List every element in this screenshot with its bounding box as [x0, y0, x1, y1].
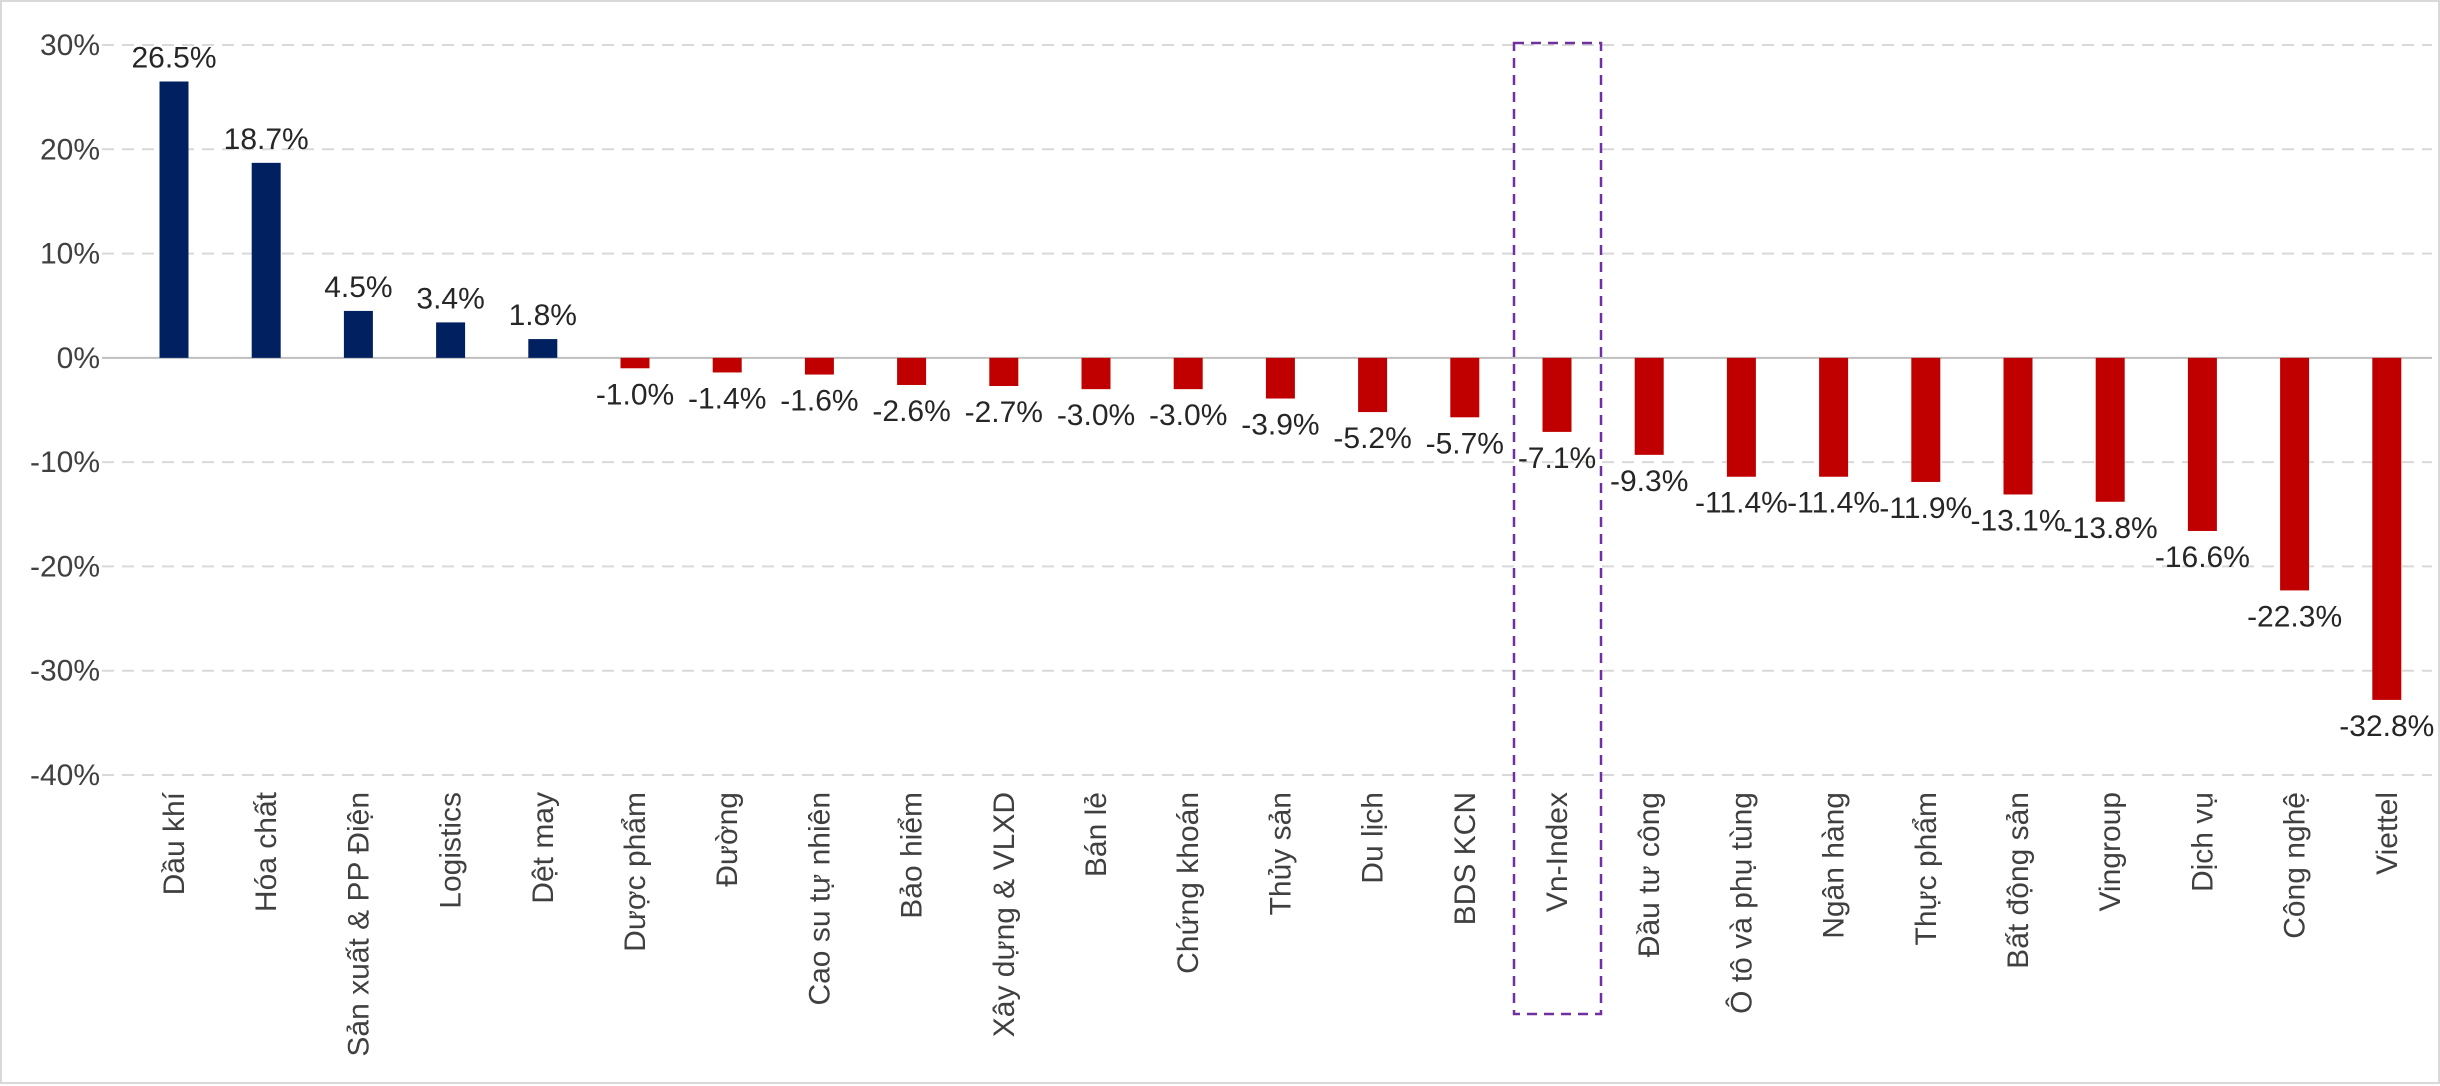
- data-label: -7.1%: [1518, 442, 1596, 475]
- category-label: Bảo hiểm: [896, 792, 929, 919]
- data-label: -16.6%: [2155, 541, 2250, 574]
- data-label: 26.5%: [131, 42, 216, 75]
- bar: [251, 162, 281, 358]
- bar: [1450, 357, 1480, 418]
- data-label: -3.9%: [1241, 409, 1319, 442]
- bar: [620, 357, 650, 369]
- category-label: Cao su tự nhiên: [803, 792, 836, 1006]
- bar: [1726, 357, 1756, 477]
- bar: [436, 322, 466, 358]
- y-tick-label: -20%: [30, 550, 100, 583]
- bar: [1634, 357, 1664, 455]
- y-tick-label: -30%: [30, 655, 100, 688]
- category-label: Thực phẩm: [1910, 792, 1943, 945]
- data-label: -32.8%: [2339, 710, 2434, 743]
- bar: [1081, 357, 1111, 390]
- x-axis: Dầu khí Hóa chất Sản xuất & PP Điện Logisti…: [158, 791, 2404, 1056]
- y-tick-label: -40%: [30, 759, 100, 792]
- bar: [2372, 357, 2402, 700]
- highlight-box: [1512, 41, 1603, 1016]
- data-label: -11.4%: [1695, 487, 1788, 520]
- bar: [2187, 357, 2217, 531]
- data-label: 18.7%: [224, 123, 309, 156]
- category-label: Đầu tư công: [1633, 792, 1666, 957]
- category-label: Dược phẩm: [619, 792, 652, 952]
- bar: [989, 357, 1019, 387]
- bar: [897, 357, 927, 385]
- data-label: -2.6%: [872, 395, 950, 428]
- data-label: -13.1%: [1970, 504, 2065, 537]
- category-label: Logistics: [435, 792, 468, 909]
- data-label: -3.0%: [1057, 399, 1135, 432]
- category-label: Hóa chất: [250, 791, 283, 912]
- y-tick-label: -10%: [30, 446, 100, 479]
- y-tick-label: 0%: [57, 342, 100, 375]
- bar: [804, 357, 834, 375]
- bar: [2280, 357, 2310, 591]
- data-label: -5.2%: [1333, 422, 1411, 455]
- data-label: -5.7%: [1426, 427, 1504, 460]
- category-label: Xây dựng & VLXD: [988, 792, 1021, 1037]
- bar: [712, 357, 742, 373]
- category-label: Bất động sản: [2002, 792, 2035, 969]
- y-tick-label: 30%: [40, 29, 100, 62]
- bar: [1542, 357, 1572, 432]
- bar: [159, 81, 189, 358]
- bar: [1265, 357, 1295, 399]
- data-label: -3.0%: [1149, 399, 1227, 432]
- data-label: -11.4%: [1787, 487, 1880, 520]
- category-label: Sản xuất & PP Điện: [342, 792, 375, 1057]
- data-label: -11.9%: [1879, 492, 1972, 525]
- category-label: Ô tô và phụ tùng: [1724, 792, 1758, 1014]
- bar: [2095, 357, 2125, 502]
- data-label: 4.5%: [324, 271, 392, 304]
- bar: [2003, 357, 2033, 495]
- bar: [528, 339, 558, 358]
- category-label: Công nghệ: [2279, 792, 2312, 939]
- bars: [159, 81, 2402, 700]
- category-label: Viettel: [2371, 792, 2404, 875]
- category-label: BDS KCN: [1449, 792, 1482, 925]
- category-label: Ngân hàng: [1818, 792, 1851, 939]
- data-label: -2.7%: [965, 396, 1043, 429]
- data-label: -9.3%: [1610, 465, 1688, 498]
- y-tick-label: 10%: [40, 238, 100, 271]
- y-axis: 30% 20% 10% 0% -10% -20% -30% -40%: [30, 29, 2432, 792]
- category-label: Đường: [711, 792, 744, 887]
- bar: [343, 310, 373, 358]
- bar: [1819, 357, 1849, 477]
- category-label: Vingroup: [2094, 792, 2127, 912]
- data-label: 3.4%: [416, 282, 484, 315]
- category-label: Chứng khoán: [1172, 792, 1205, 974]
- gridlines: [102, 44, 2432, 776]
- data-label: -13.8%: [2063, 512, 2158, 545]
- data-label: -22.3%: [2247, 600, 2342, 633]
- category-label: Dầu khí: [158, 791, 191, 895]
- category-label: Dịch vụ: [2186, 792, 2219, 892]
- bar: [1173, 357, 1203, 390]
- category-label: Vn-Index: [1541, 792, 1574, 912]
- bar: [1358, 357, 1388, 413]
- category-label: Du lịch: [1357, 792, 1390, 884]
- y-tick-label: 20%: [40, 133, 100, 166]
- highlight-box-layer: [1512, 41, 1603, 1016]
- category-label: Bán lẻ: [1080, 792, 1113, 877]
- bar: [1911, 357, 1941, 482]
- data-labels: 26.5% 18.7% 4.5% 3.4% 1.8% -1.0% -1.4% -1.6% -2.…: [131, 42, 2434, 743]
- category-label: Thủy sản: [1264, 792, 1297, 915]
- data-label: 1.8%: [509, 299, 577, 332]
- data-label: -1.4%: [688, 382, 766, 415]
- category-label: Dệt may: [527, 792, 560, 904]
- data-label: -1.0%: [596, 378, 674, 411]
- data-label: -1.6%: [780, 385, 858, 418]
